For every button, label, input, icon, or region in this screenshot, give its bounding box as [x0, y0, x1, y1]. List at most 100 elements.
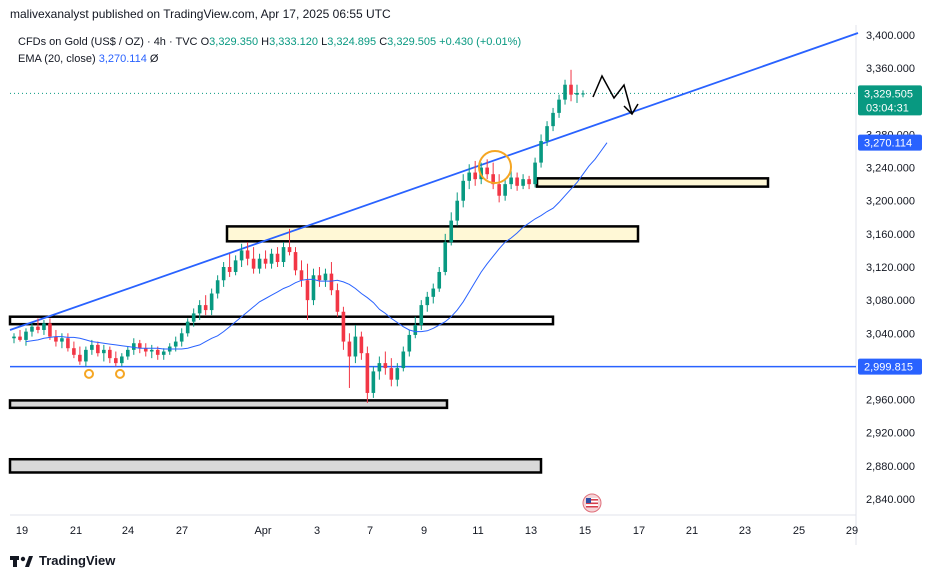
candle	[149, 344, 154, 359]
candle	[341, 306, 346, 350]
low-marker-circle	[115, 368, 125, 379]
candle-body	[137, 343, 142, 349]
candle-body	[533, 162, 537, 185]
price-tick-label: 2,960.000	[866, 395, 915, 407]
candle-body	[455, 200, 460, 221]
candle-body	[371, 371, 376, 393]
candle	[521, 174, 525, 190]
candle	[467, 164, 471, 190]
candle	[251, 247, 256, 274]
candle-body	[227, 267, 232, 272]
candle-body	[275, 253, 280, 263]
candle	[359, 331, 364, 360]
candle	[54, 329, 58, 347]
annotations	[84, 74, 639, 513]
candle-body	[563, 84, 567, 100]
candle	[209, 288, 214, 316]
candle-body	[503, 184, 507, 196]
footer-brand[interactable]: TradingView	[10, 553, 115, 568]
candle-body	[425, 296, 430, 306]
candle	[293, 247, 298, 276]
candle-body	[323, 273, 328, 281]
zones	[8, 177, 770, 474]
candle-body	[221, 267, 226, 281]
ema-price-tag-text: 3,270.114	[864, 138, 912, 150]
candle	[245, 242, 250, 266]
brand-name: TradingView	[39, 553, 116, 568]
candle	[509, 170, 513, 190]
candle	[305, 263, 310, 321]
candle	[42, 320, 46, 335]
candle	[353, 325, 358, 364]
candle-body	[509, 177, 513, 185]
candle	[215, 275, 220, 299]
price-tick-label: 3,160.000	[866, 229, 915, 241]
breakout-circle	[478, 150, 512, 184]
candle	[581, 90, 585, 98]
candle	[527, 175, 531, 190]
zone-box	[8, 399, 449, 410]
candle-body	[305, 280, 310, 301]
candle	[539, 134, 543, 168]
time-axis[interactable]: 19 21 24 27 Apr 3 7 9 11 13 15 17 21 23 25 29	[16, 525, 858, 537]
price-tick-label: 3,200.000	[866, 196, 915, 208]
high-label: H	[261, 36, 270, 48]
candle-body	[66, 338, 70, 349]
candle-body	[341, 311, 346, 342]
candle-body	[84, 349, 88, 362]
candle	[431, 283, 436, 304]
ema-line	[25, 142, 608, 350]
candle	[102, 344, 106, 362]
ema-label[interactable]: EMA (20, close)	[18, 53, 96, 65]
candle	[90, 339, 94, 355]
candle	[485, 159, 489, 180]
candle	[287, 228, 292, 256]
candle-body	[335, 290, 340, 312]
candle	[185, 318, 190, 337]
candle-body	[575, 93, 579, 95]
candle	[12, 333, 16, 344]
candle-body	[443, 242, 448, 272]
time-tick-label: 21	[70, 525, 82, 537]
candle-body	[329, 273, 334, 291]
ema-suffix: Ø	[149, 53, 159, 65]
candle	[461, 174, 466, 208]
candle-body	[12, 336, 16, 339]
candle	[401, 346, 406, 372]
candle-body	[54, 336, 58, 342]
candle	[455, 192, 460, 226]
candle	[263, 250, 268, 269]
candle	[126, 346, 130, 360]
candle-body	[293, 252, 298, 271]
candle-body	[467, 172, 471, 181]
candle-body	[239, 250, 244, 261]
candle	[491, 162, 495, 190]
flag-stripe	[586, 499, 598, 501]
time-tick-label: Apr	[254, 525, 271, 537]
candle	[473, 160, 477, 186]
time-tick-label: 29	[846, 525, 858, 537]
candle	[239, 243, 244, 267]
candle	[377, 356, 382, 380]
candle-body	[545, 126, 549, 142]
candle	[407, 329, 412, 357]
candle-body	[317, 275, 322, 281]
candle	[221, 262, 226, 287]
candle	[449, 212, 454, 246]
candle	[395, 363, 400, 387]
candle	[497, 174, 501, 203]
candle-body	[407, 334, 412, 352]
time-tick-label: 17	[633, 525, 645, 537]
ema-price-tag-box	[858, 134, 922, 151]
candle-body	[209, 293, 214, 311]
candle-body	[419, 305, 424, 325]
candle	[114, 351, 118, 367]
candle	[18, 329, 22, 342]
price-tags: 3,329.505 03:04:31 3,270.114 2,999.815	[858, 85, 922, 375]
candle	[72, 341, 76, 359]
instrument-label[interactable]: CFDs on Gold (US$ / OZ) · 4h · TVC	[18, 36, 198, 48]
candle-body	[527, 179, 531, 185]
drawn-lines	[9, 32, 859, 368]
candle-body	[281, 247, 286, 263]
